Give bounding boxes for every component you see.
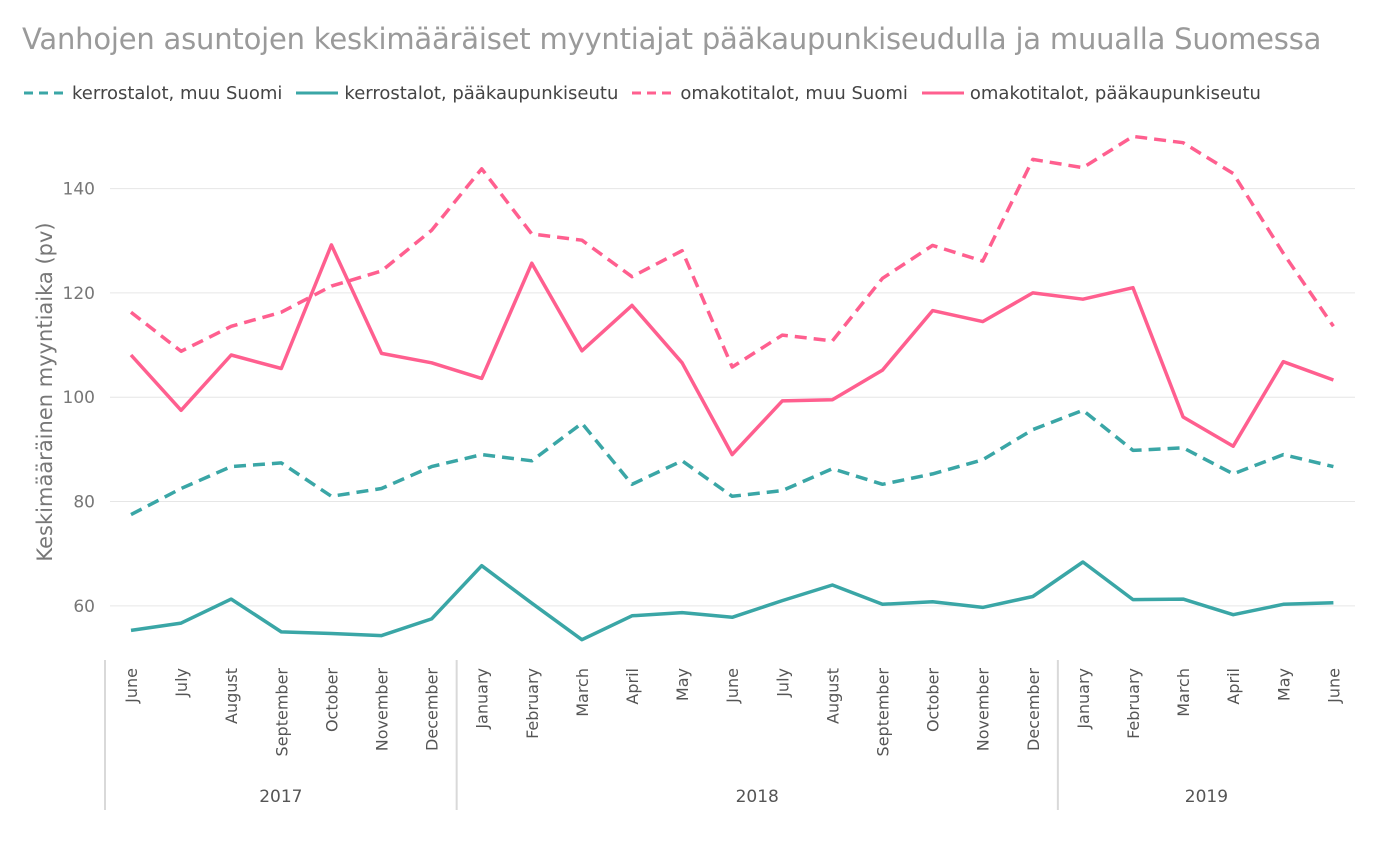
y-tick-label: 120 [63,284,95,304]
x-tick-label: March [573,668,592,717]
series-line-1 [130,408,1334,517]
x-tick-label: February [1124,668,1143,739]
x-tick-label: April [1224,668,1243,705]
x-tick-label: September [874,668,893,757]
year-label: 2019 [1185,787,1228,807]
y-tick-label: 140 [63,180,95,200]
x-tick-label: January [1074,668,1093,730]
legend-swatch [24,91,66,95]
x-tick-label: August [222,668,241,724]
legend-swatch [921,91,964,95]
legend-item: omakotitalot, pääkaupunkiseutu [920,83,1261,104]
x-tick-label: November [373,668,392,752]
x-tick-label: December [1024,668,1043,751]
x-tick-label: January [473,668,492,730]
year-label: 2017 [259,787,302,807]
legend-swatch [632,91,675,95]
x-tick-label: May [1274,668,1293,701]
series-line-2 [130,560,1334,642]
x-tick-label: July [773,668,792,698]
y-axis-label: Keskimääräinen myyntiaika (pv) [33,222,57,561]
legend-item: omakotitalot, muu Suomi [630,83,908,104]
x-tick-label: November [974,668,993,752]
y-tick-label: 100 [63,388,95,408]
x-tick-label: September [272,668,291,757]
y-tick-label: 80 [73,493,95,513]
legend-label: kerrostalot, muu Suomi [72,82,283,104]
chart-title: Vanhojen asuntojen keskimääräiset myynti… [22,22,1322,56]
legend-label: kerrostalot, pääkaupunkiseutu [344,82,619,104]
x-tick-label: May [673,668,692,701]
legend-swatch [296,91,339,95]
year-label: 2018 [736,787,779,807]
x-tick-label: October [322,668,341,732]
x-tick-label: October [924,668,943,732]
series-line-3 [129,134,1335,369]
x-tick-label: March [1174,668,1193,717]
x-tick-label: December [423,668,442,751]
x-tick-label: June [723,668,742,704]
series-line-4 [129,243,1335,457]
legend: kerrostalot, muu Suomi kerrostalot, pääka… [22,80,1273,106]
x-tick-label: February [523,668,542,739]
legend-item: kerrostalot, pääkaupunkiseutu [294,83,618,104]
legend-label: omakotitalot, muu Suomi [680,82,908,104]
y-tick-label: 60 [73,597,95,617]
x-tick-label: July [172,668,191,698]
legend-item: kerrostalot, muu Suomi [22,83,282,104]
x-tick-label: August [823,668,842,724]
legend-label: omakotitalot, pääkaupunkiseutu [969,82,1261,104]
x-tick-label: April [623,668,642,705]
x-tick-label: June [1324,668,1343,704]
x-tick-label: June [122,668,141,704]
